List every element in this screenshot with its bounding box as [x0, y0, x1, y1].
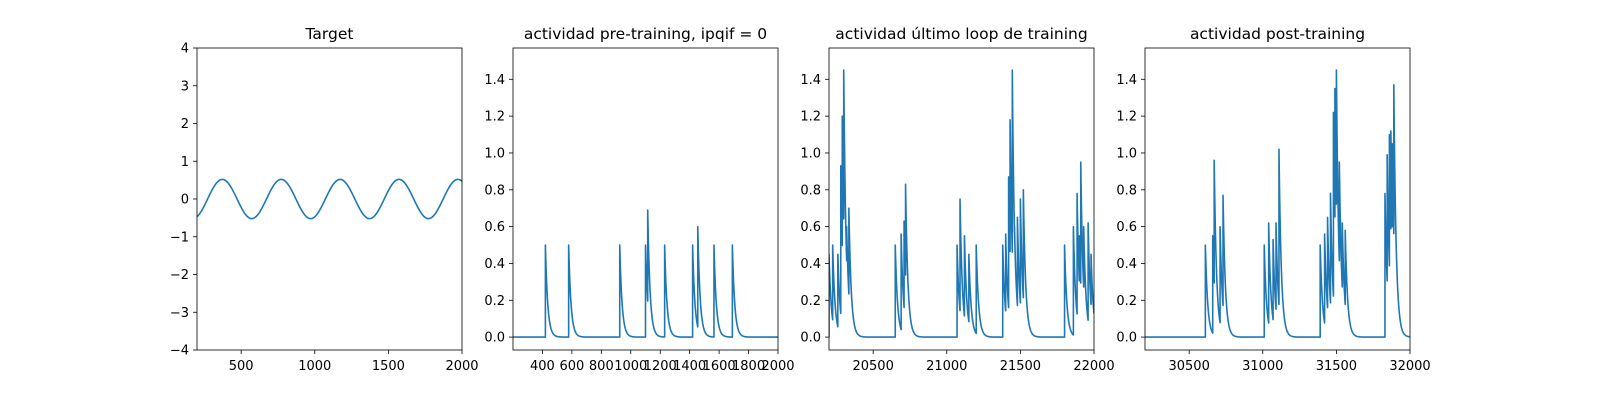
panel-3-y-tick-label: 1.0: [800, 146, 821, 161]
panel-2-y-tick-label: 1.2: [484, 110, 505, 125]
panel-4-x-tick-label: 31500: [1316, 359, 1357, 374]
panel-3-y-tick-label: 0.0: [800, 331, 821, 346]
panel-1-y-tick-label: −4: [170, 344, 189, 359]
panel-4-x-tick-label: 30500: [1168, 359, 1209, 374]
panel-3-x-tick-label: 21000: [926, 359, 967, 374]
panel-2-x-tick-label: 400: [530, 359, 555, 374]
panel-3-y-tick-label: 0.4: [800, 257, 821, 272]
panel-3-y-tick-label: 0.8: [800, 183, 821, 198]
panel-2-x-tick-label: 1800: [732, 359, 765, 374]
panel-2-y-tick-label: 0.4: [484, 257, 505, 272]
panel-2-axes-frame: [512, 47, 779, 351]
panel-1-x-tick-label: 1000: [298, 359, 331, 374]
panel-2-x-tick-label: 1200: [644, 359, 677, 374]
panel-1-y-tick-label: −3: [170, 306, 189, 321]
panel-2-y-tick-label: 0.6: [484, 220, 505, 235]
panel-1-y-tick-label: −1: [170, 230, 189, 245]
panel-2-y-tick-label: 0.8: [484, 183, 505, 198]
panel-4-y-tick-label: 0.6: [1116, 220, 1137, 235]
panel-4-x-tick-label: 31000: [1242, 359, 1283, 374]
panel-2-x-tick-label: 1400: [673, 359, 706, 374]
panel-4-y-tick-label: 0.0: [1116, 331, 1137, 346]
panel-3-y-tick-label: 0.6: [800, 220, 821, 235]
panel-4-y-tick-label: 0.2: [1116, 294, 1137, 309]
panel-3-x-tick-label: 20500: [852, 359, 893, 374]
panel-2-y-tick-label: 0.0: [484, 331, 505, 346]
panel-4-y-tick-label: 1.0: [1116, 146, 1137, 161]
panel-3-series-line: [829, 69, 1094, 338]
panel-2-y-tick-label: 1.0: [484, 146, 505, 161]
panel-2-x-tick-label: 600: [559, 359, 584, 374]
panel-1-y-tick-label: −2: [170, 268, 189, 283]
panel-4-y-tick-label: 0.8: [1116, 183, 1137, 198]
panel-3-y-tick-label: 1.4: [800, 73, 821, 88]
panel-4-axes-frame: [1144, 47, 1411, 351]
panel-1-x-tick-label: 500: [229, 359, 254, 374]
panel-1-y-tick-label: 0: [181, 193, 189, 208]
panel-1-y-tick-label: 4: [181, 42, 189, 57]
panel-3-y-tick-label: 1.2: [800, 110, 821, 125]
panel-4-x-tick-label: 32000: [1389, 359, 1430, 374]
panel-3-x-tick-label: 22000: [1073, 359, 1114, 374]
panel-1-x-tick-label: 2000: [445, 359, 478, 374]
panel-1-series-line: [197, 178, 462, 220]
panel-4-y-tick-label: 1.4: [1116, 73, 1137, 88]
panel-4-series-line: [1145, 69, 1410, 338]
panel-4-y-tick-label: 0.4: [1116, 257, 1137, 272]
panel-2-y-tick-label: 1.4: [484, 73, 505, 88]
panel-2-y-tick-label: 0.2: [484, 294, 505, 309]
panel-1-x-tick-label: 1500: [372, 359, 405, 374]
panel-2-x-tick-label: 2000: [761, 359, 794, 374]
panel-1-title: Target: [305, 25, 354, 43]
panel-1-y-tick-label: 2: [181, 117, 189, 132]
panel-3-x-tick-label: 21500: [1000, 359, 1041, 374]
panel-2-x-tick-label: 1600: [703, 359, 736, 374]
panel-2-title: actividad pre-training, ipqif = 0: [524, 25, 767, 43]
panel-2-series-line: [513, 209, 778, 338]
panel-2-x-tick-label: 1000: [614, 359, 647, 374]
panel-1-y-tick-label: 3: [181, 79, 189, 94]
panel-3-title: actividad último loop de training: [835, 25, 1087, 43]
panel-3-y-tick-label: 0.2: [800, 294, 821, 309]
panel-4-title: actividad post-training: [1190, 25, 1365, 43]
panel-4-y-tick-label: 1.2: [1116, 110, 1137, 125]
panel-2-x-tick-label: 800: [589, 359, 614, 374]
panel-1-y-tick-label: 1: [181, 155, 189, 170]
panel-3-axes-frame: [828, 47, 1095, 351]
